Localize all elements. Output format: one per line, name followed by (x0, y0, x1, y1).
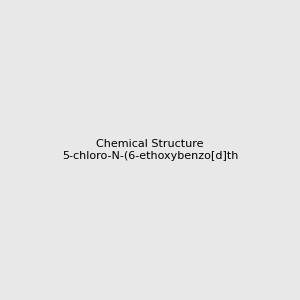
Text: Chemical Structure
5-chloro-N-(6-ethoxybenzo[d]th: Chemical Structure 5-chloro-N-(6-ethoxyb… (62, 139, 238, 161)
